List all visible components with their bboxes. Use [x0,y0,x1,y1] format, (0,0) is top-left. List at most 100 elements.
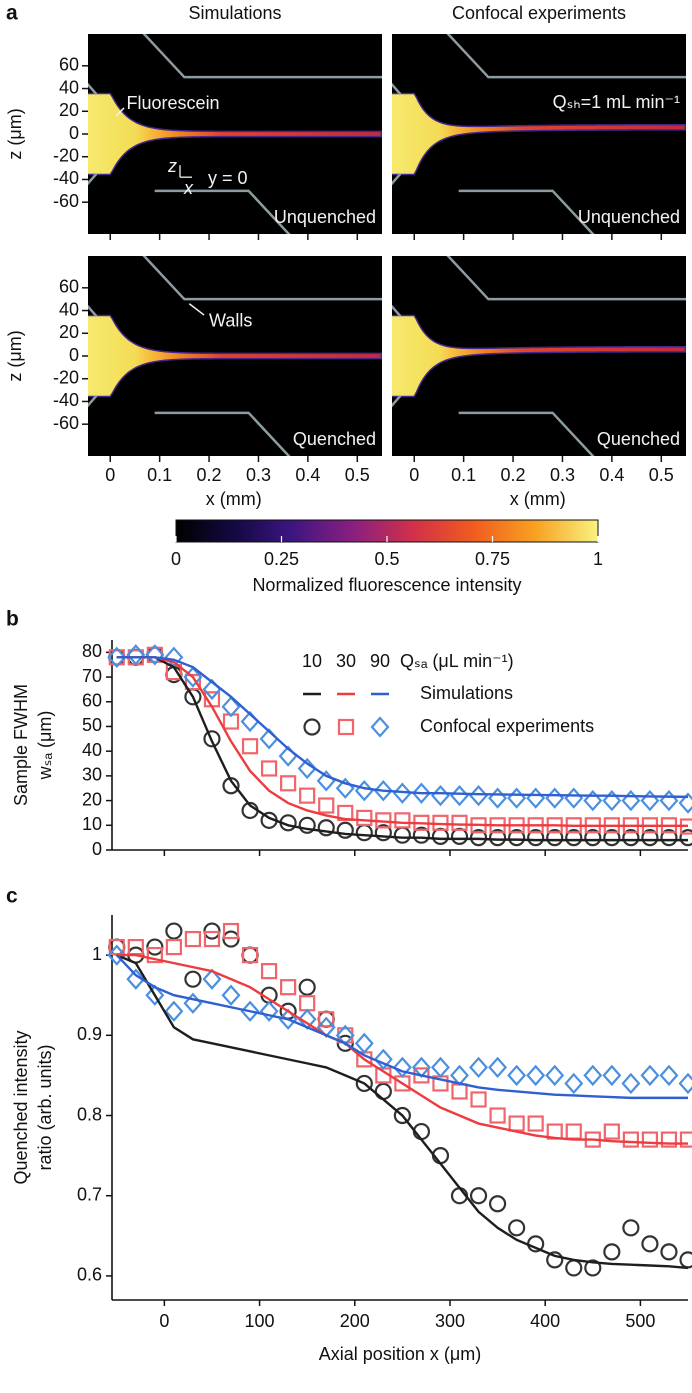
x-tick-label: 0.4 [295,465,320,485]
marker-square [489,1107,506,1124]
y-tick-label: 0.9 [77,1024,102,1044]
marker-diamond [392,1056,412,1079]
jet [88,94,381,174]
marker-diamond [621,1072,641,1095]
marker-diamond [297,757,317,780]
wall [88,82,98,96]
marker-square [299,995,316,1012]
marker-diamond [354,780,374,802]
y-tick-label: 0.8 [77,1104,102,1124]
wall [88,172,98,186]
jet [392,94,685,174]
annotation: Fluorescein [127,93,220,113]
leader [188,303,205,316]
marker-square [260,963,278,980]
marker-circle [374,824,392,842]
marker-square [165,938,182,956]
marker-diamond [621,789,641,812]
marker-circle [393,826,411,844]
wall [154,189,291,234]
marker-diamond [583,1064,603,1087]
marker-diamond [430,1056,450,1079]
column-title: Confocal experiments [452,3,626,23]
colorbar-tick-label: 0 [171,549,181,569]
marker-square [299,787,316,804]
annotation: z [167,156,177,176]
y-tick-label: 10 [82,814,102,834]
marker-diamond [488,1056,508,1079]
x-tick-label: 0.5 [345,465,370,485]
marker-square [184,930,202,948]
marker-diamond [469,784,489,807]
marker-diamond [373,1048,393,1071]
marker-circle [469,829,488,847]
marker-square [356,809,373,826]
marker-square [508,1115,525,1132]
x-axis-label: Axial position x (μm) [319,1344,481,1364]
marker-diamond [164,1000,184,1022]
annotation: Qₛₕ=1 mL min⁻¹ [553,92,680,112]
marker-circle [488,829,507,847]
marker-circle [165,922,183,940]
x-tick-label: 0.4 [599,465,624,485]
y-tick-label: -20 [53,145,79,165]
legend-header: 30 [336,651,356,671]
marker-diamond [430,784,450,807]
annotation: x [183,178,194,198]
marker-square [527,1115,544,1132]
wall [154,411,291,456]
x-tick-label: 0.1 [147,465,172,485]
heatmap-panel [88,256,382,456]
marker-circle [508,1219,526,1237]
marker-circle [450,827,469,846]
x-tick-label: 0.1 [451,465,476,485]
marker-diamond [373,780,393,802]
y-axis-label: z (μm) [5,330,25,381]
legend-header: 10 [302,651,322,671]
wall [142,256,382,301]
marker-diamond [640,789,660,812]
marker-square [679,1131,692,1148]
wall [142,34,382,79]
marker-circle [546,1251,564,1269]
wall [458,411,595,456]
marker-square [622,1131,639,1148]
x-axis-label: x (mm) [206,489,262,509]
wall [446,256,686,301]
marker-circle [374,1082,392,1101]
marker-diamond [583,789,603,812]
marker-square [603,1123,620,1140]
colorbar-tick-label: 0.25 [264,549,299,569]
marker-square [451,1083,468,1100]
marker-square [318,1011,335,1028]
wall [392,172,402,186]
heatmap-panel [392,256,686,456]
marker-circle [184,970,202,988]
marker-diamond [507,787,527,809]
annotation: Walls [209,311,252,331]
leader [115,107,125,117]
marker-diamond [526,787,546,809]
annotation: y = 0 [208,168,248,188]
y-tick-label: 70 [82,666,102,686]
y-tick-label: 20 [59,322,79,342]
marker-circle [336,821,354,839]
marker-square [203,930,221,948]
marker-square [565,1123,582,1140]
y-tick-label: 40 [82,740,102,760]
x-tick-label: 0.5 [649,465,674,485]
y-tick-label: 20 [82,789,102,809]
marker-diamond [240,1000,260,1022]
marker-circle [546,829,564,847]
marker-circle [584,1259,602,1277]
marker-circle [412,826,431,844]
marker-circle [203,730,221,748]
marker-diamond [507,1064,527,1087]
y-tick-label: -40 [53,390,79,410]
marker-circle [660,1243,678,1261]
marker-circle [393,1106,411,1125]
marker-diamond [145,644,165,666]
marker-diamond [221,696,241,718]
marker-diamond [564,787,584,809]
y-tick-label: 80 [82,641,102,661]
